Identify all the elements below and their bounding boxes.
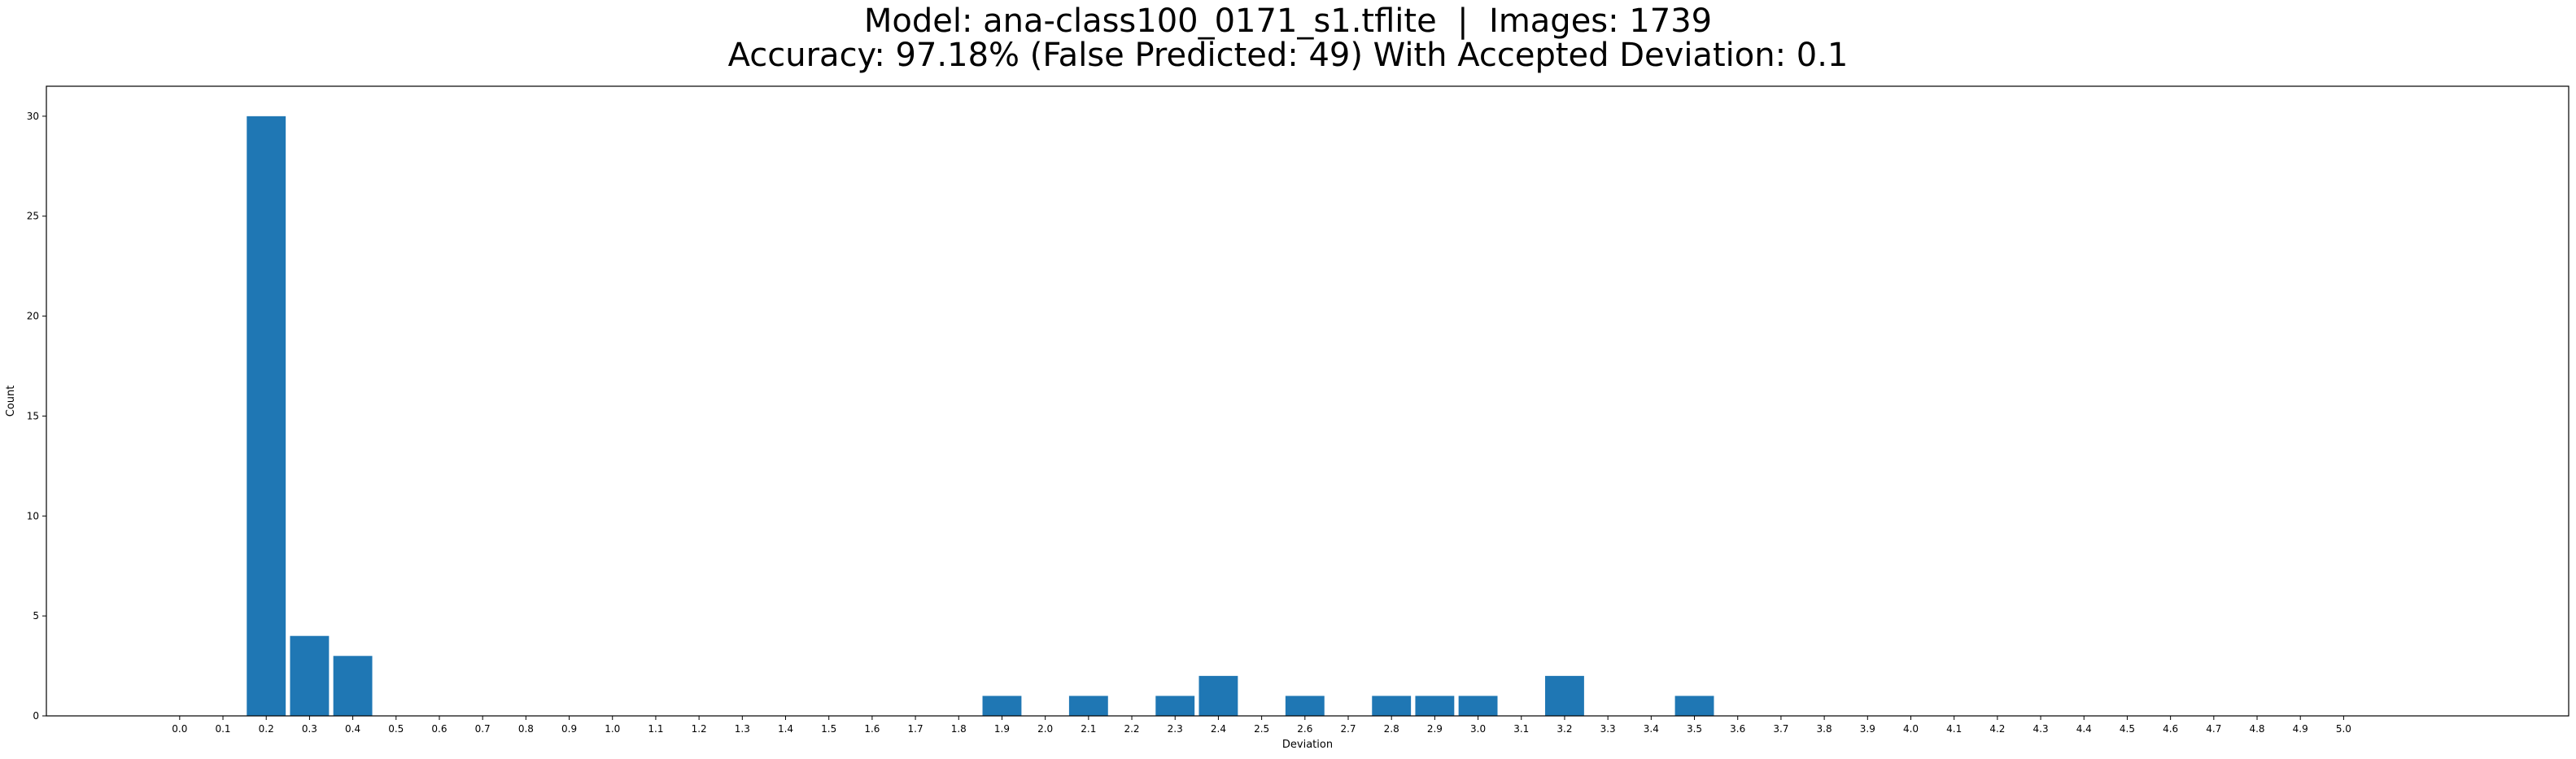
y-axis-label: Count — [5, 386, 17, 417]
x-tick-label: 1.7 — [908, 723, 923, 735]
bar-3.2 — [1545, 675, 1584, 716]
x-tick-label: 3.5 — [1687, 723, 1702, 735]
x-axis: 0.0 0.1 0.2 0.3 0.4 0.5 0.6 0.7 0.8 0.9 1.0 1.1 1.2 1… — [172, 716, 2351, 735]
x-tick-label: 2.1 — [1081, 723, 1096, 735]
bar-0.4 — [333, 656, 373, 716]
x-tick-label: 3.3 — [1600, 723, 1616, 735]
x-tick-label: 2.8 — [1384, 723, 1399, 735]
x-tick-label: 2.9 — [1427, 723, 1443, 735]
x-tick-label: 3.2 — [1557, 723, 1572, 735]
x-tick-label: 1.1 — [648, 723, 663, 735]
x-tick-label: 4.0 — [1903, 723, 1919, 735]
x-tick-label: 1.2 — [692, 723, 707, 735]
y-tick-label: 10 — [27, 510, 39, 521]
x-tick-label: 1.9 — [994, 723, 1010, 735]
y-tick-label: 25 — [27, 211, 39, 222]
x-tick-label: 4.3 — [2033, 723, 2049, 735]
x-tick-label: 0.0 — [172, 723, 187, 735]
x-tick-label: 5.0 — [2336, 723, 2351, 735]
x-tick-label: 3.0 — [1470, 723, 1486, 735]
x-tick-label: 3.7 — [1773, 723, 1788, 735]
bar-1.9 — [982, 696, 1022, 716]
x-tick-label: 1.4 — [778, 723, 793, 735]
x-tick-label: 0.8 — [518, 723, 534, 735]
x-tick-label: 0.2 — [259, 723, 274, 735]
x-tick-label: 3.4 — [1644, 723, 1659, 735]
x-tick-label: 1.0 — [605, 723, 620, 735]
x-tick-label: 4.1 — [1946, 723, 1962, 735]
bar-0.2 — [247, 116, 286, 717]
y-tick-label: 5 — [33, 610, 39, 622]
chart-title-line-2: Accuracy: 97.18% (False Predicted: 49) W… — [727, 37, 1849, 74]
bar-2.8 — [1372, 696, 1412, 716]
bar-2.9 — [1415, 696, 1455, 716]
x-tick-label: 2.6 — [1297, 723, 1312, 735]
bar-2.6 — [1285, 696, 1325, 716]
y-tick-label: 15 — [27, 410, 39, 421]
x-tick-label: 3.1 — [1513, 723, 1529, 735]
x-tick-label: 4.9 — [2293, 723, 2308, 735]
x-tick-label: 4.7 — [2206, 723, 2221, 735]
x-tick-label: 0.7 — [475, 723, 491, 735]
bars-layer — [247, 116, 1714, 717]
x-tick-label: 3.9 — [1860, 723, 1875, 735]
bar-2.4 — [1198, 675, 1238, 716]
x-axis-label: Deviation — [1282, 739, 1333, 751]
plot-frame — [46, 85, 2569, 717]
y-axis: 0 5 10 15 20 25 30 — [27, 111, 46, 722]
x-tick-label: 2.4 — [1211, 723, 1226, 735]
bar-2.1 — [1068, 696, 1108, 716]
x-tick-label: 4.2 — [1989, 723, 2005, 735]
x-tick-label: 4.4 — [2076, 723, 2092, 735]
y-tick-label: 30 — [27, 111, 39, 122]
x-tick-label: 2.2 — [1124, 723, 1139, 735]
x-tick-label: 0.3 — [302, 723, 317, 735]
x-tick-label: 4.8 — [2249, 723, 2264, 735]
chart-title-line-1: Model: ana-class100_0171_s1.tflite | Ima… — [863, 2, 1713, 40]
x-tick-label: 1.6 — [864, 723, 880, 735]
x-tick-label: 2.5 — [1254, 723, 1269, 735]
y-tick-label: 0 — [33, 710, 39, 722]
bar-3.0 — [1458, 696, 1498, 716]
x-tick-label: 0.9 — [561, 723, 577, 735]
x-tick-label: 2.0 — [1037, 723, 1053, 735]
x-tick-label: 2.7 — [1340, 723, 1356, 735]
x-tick-label: 0.4 — [345, 723, 360, 735]
y-tick-label: 20 — [27, 311, 39, 322]
x-tick-label: 1.3 — [735, 723, 750, 735]
x-tick-label: 0.6 — [431, 723, 447, 735]
x-tick-label: 4.5 — [2120, 723, 2135, 735]
x-tick-label: 4.6 — [2163, 723, 2178, 735]
x-tick-label: 2.3 — [1168, 723, 1183, 735]
x-tick-label: 1.8 — [951, 723, 967, 735]
x-tick-label: 1.5 — [821, 723, 836, 735]
x-tick-label: 3.8 — [1817, 723, 1832, 735]
bar-2.3 — [1155, 696, 1195, 716]
bar-0.3 — [290, 635, 330, 716]
x-tick-label: 3.6 — [1730, 723, 1745, 735]
x-tick-label: 0.5 — [388, 723, 404, 735]
x-tick-label: 0.1 — [215, 723, 230, 735]
bar-3.5 — [1674, 696, 1714, 716]
